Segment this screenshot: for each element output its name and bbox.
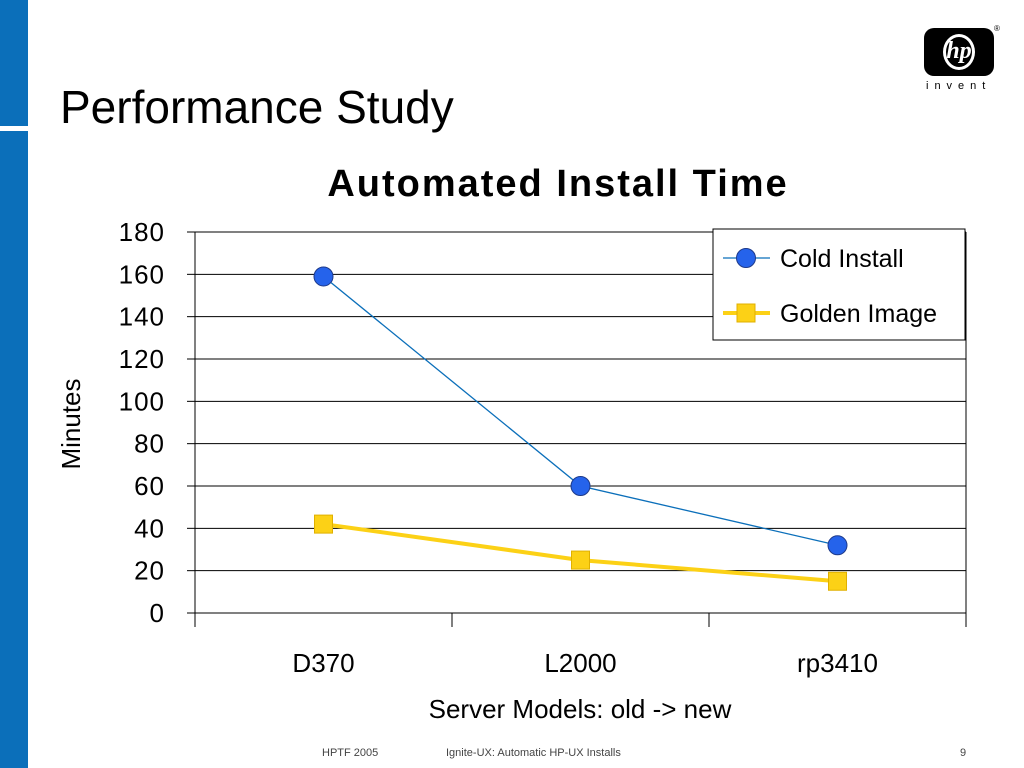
y-axis-ticks: 0 20 40 60 80 100 120 140 160 180 bbox=[119, 217, 195, 628]
x-tick-label: D370 bbox=[292, 648, 354, 678]
footer-left: HPTF 2005 bbox=[322, 747, 379, 759]
x-axis-ticks: D370 L2000 rp3410 bbox=[194, 613, 967, 678]
y-axis-label: Minutes bbox=[56, 378, 86, 469]
chart-legend: Cold Install Golden Image bbox=[712, 228, 966, 341]
y-tick-label: 120 bbox=[119, 344, 165, 374]
y-tick-label: 160 bbox=[119, 259, 165, 289]
registered-mark: ® bbox=[994, 24, 1000, 33]
cold-install-point bbox=[570, 476, 591, 496]
hp-logo-icon: hp bbox=[924, 28, 994, 76]
chart-title: Automated Install Time bbox=[327, 163, 788, 205]
y-tick-label: 20 bbox=[134, 556, 165, 586]
y-tick-label: 40 bbox=[134, 513, 165, 543]
hp-logo: hp ® invent bbox=[916, 24, 1000, 96]
slide-title: Performance Study bbox=[60, 81, 454, 133]
hp-logo-tagline: invent bbox=[926, 80, 992, 92]
y-tick-label: 80 bbox=[134, 429, 165, 459]
y-tick-label: 180 bbox=[119, 217, 165, 247]
y-tick-label: 0 bbox=[150, 598, 165, 628]
golden-image-point bbox=[571, 550, 590, 570]
golden-image-point bbox=[828, 571, 847, 591]
x-tick-label: L2000 bbox=[544, 648, 616, 678]
sidebar-notch bbox=[0, 126, 28, 131]
x-axis-label: Server Models: old -> new bbox=[429, 694, 732, 724]
chart-series bbox=[313, 266, 848, 591]
legend-marker-circle bbox=[736, 248, 756, 268]
legend-label: Golden Image bbox=[780, 300, 937, 328]
hp-logo-text: hp bbox=[946, 38, 972, 64]
y-tick-label: 100 bbox=[119, 386, 165, 416]
y-tick-label: 140 bbox=[119, 302, 165, 332]
golden-image-point bbox=[314, 514, 333, 534]
x-tick-label: rp3410 bbox=[797, 648, 878, 678]
cold-install-point bbox=[313, 266, 334, 287]
footer-page-number: 9 bbox=[960, 747, 967, 759]
cold-install-point bbox=[827, 535, 848, 556]
y-tick-label: 60 bbox=[134, 471, 165, 501]
footer-center: Ignite-UX: Automatic HP-UX Installs bbox=[446, 747, 621, 759]
legend-marker-square bbox=[736, 303, 756, 323]
legend-label: Cold Install bbox=[780, 245, 904, 273]
